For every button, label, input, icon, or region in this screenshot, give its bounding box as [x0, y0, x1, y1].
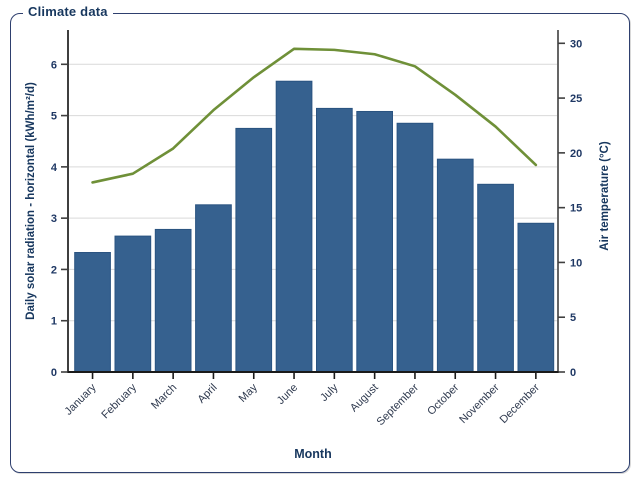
left-axis-title: Daily solar radiation - horizontal (kWh/… [25, 82, 37, 320]
group-box: Climate data [10, 4, 630, 473]
right-tick-label-0: 0 [570, 367, 576, 379]
bar-july [316, 107, 353, 373]
temperature-line [91, 47, 538, 184]
bar-october [436, 158, 474, 373]
left-tick-label-5: 5 [51, 111, 57, 123]
left-tick-label-1: 1 [51, 316, 57, 328]
bar-may [235, 127, 273, 373]
right-tick-label-20: 20 [570, 148, 582, 160]
x-axis-title: Month [294, 447, 331, 461]
x-tick-label-march: March [149, 382, 179, 412]
bar-january [74, 252, 111, 373]
bar-august [356, 110, 393, 373]
right-tick-label-5: 5 [570, 312, 576, 324]
bar-april [195, 204, 232, 373]
x-tick-label-january: January [63, 381, 100, 418]
x-tick-label-july: July [318, 381, 341, 404]
x-tick-label-june: June [275, 382, 300, 407]
bar-march [154, 228, 192, 373]
left-tick-label-0: 0 [51, 367, 57, 379]
left-tick-label-4: 4 [51, 162, 58, 174]
x-tick-label-may: May [237, 381, 261, 405]
left-tick-label-6: 6 [51, 59, 57, 71]
bar-september [396, 122, 434, 373]
bar-november [477, 183, 514, 373]
bar-june [275, 80, 313, 373]
right-tick-label-25: 25 [570, 93, 582, 105]
bar-december [517, 222, 555, 373]
x-tick-label-december: December [498, 381, 543, 426]
x-tick-label-september: September [375, 381, 422, 428]
x-tick-label-august: August [348, 382, 381, 415]
group-box-title: Climate data [23, 4, 113, 19]
right-axis-title: Air temperature (°C) [599, 141, 611, 251]
bar-february [114, 235, 152, 373]
x-tick-label-february: February [99, 381, 139, 421]
right-tick-label-10: 10 [570, 257, 582, 269]
right-tick-label-30: 30 [570, 38, 582, 50]
x-tick-label-april: April [196, 382, 220, 406]
left-tick-label-3: 3 [51, 213, 57, 225]
x-tick-label-november: November [457, 381, 502, 426]
x-tick-label-october: October [425, 381, 461, 417]
right-tick-label-15: 15 [570, 203, 582, 215]
left-tick-label-2: 2 [51, 264, 57, 276]
